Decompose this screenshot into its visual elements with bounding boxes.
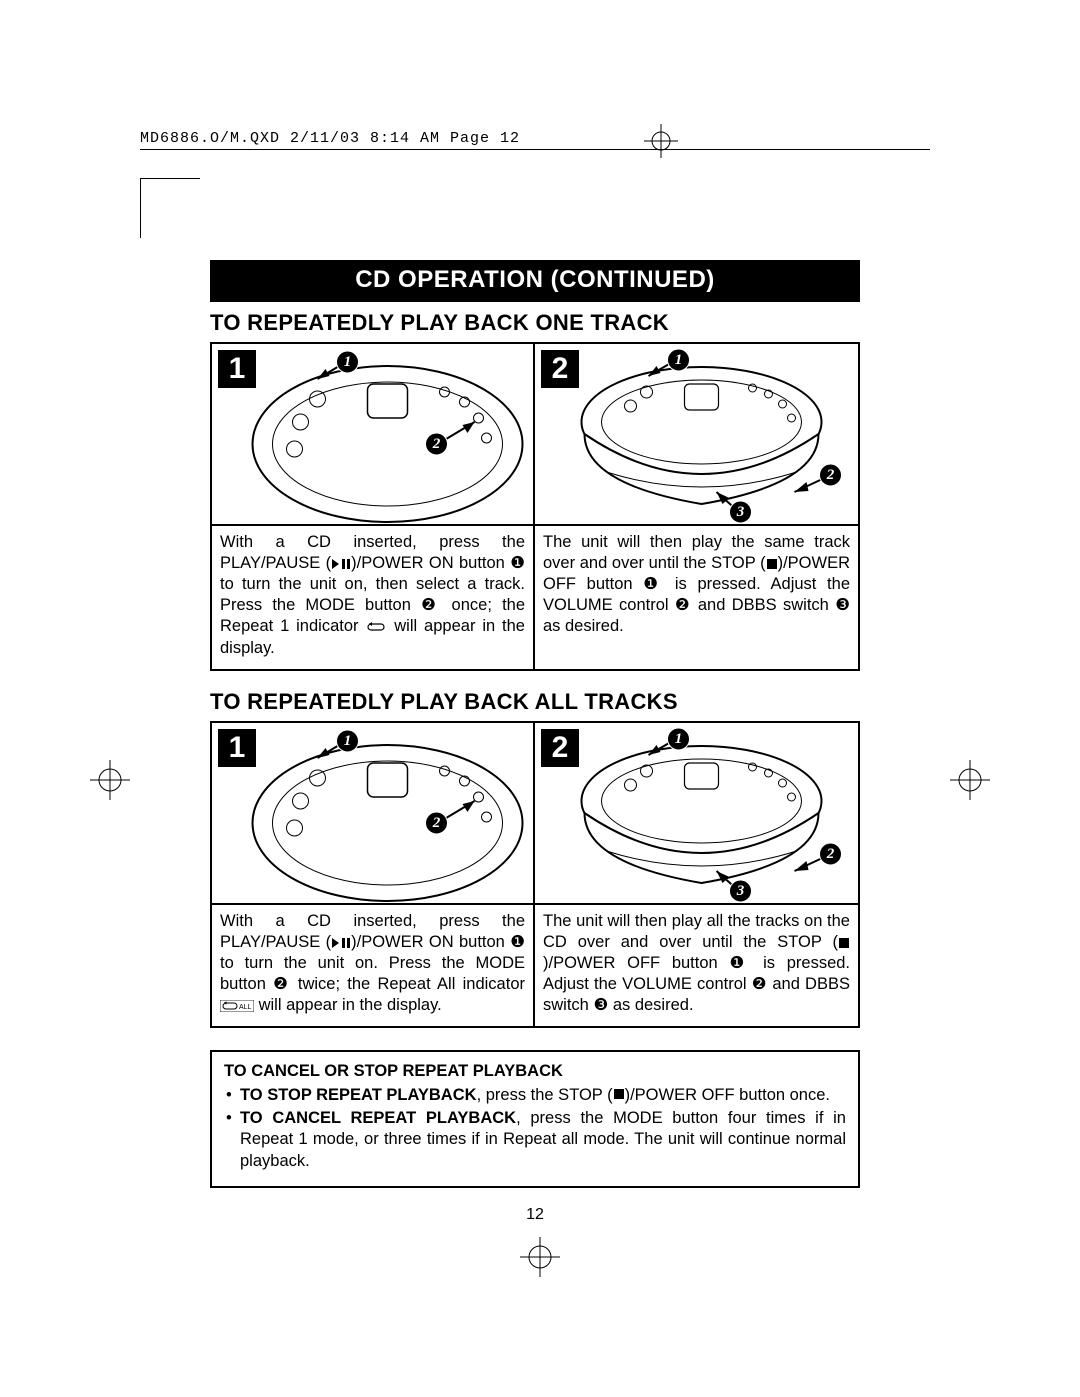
cancel-item-label: TO STOP REPEAT PLAYBACK [240, 1086, 477, 1104]
caption-text: The unit will then play all the tracks o… [543, 912, 850, 951]
callout-2: 2 [432, 815, 441, 831]
stop-icon [766, 558, 778, 570]
ref-bullet-2: ❷ [752, 975, 767, 993]
ref-bullet-3: ❸ [835, 596, 850, 614]
caption-text: and DBBS switch [691, 596, 835, 614]
page: MD6886.O/M.QXD 2/11/03 8:14 AM Page 12 C… [140, 130, 930, 1224]
step-number: 2 [541, 350, 579, 388]
ref-bullet-2: ❷ [675, 596, 692, 614]
caption-text: as desired. [608, 996, 693, 1014]
caption-text: as desired. [543, 617, 624, 635]
step-number: 1 [218, 350, 256, 388]
ref-bullet-1: ❶ [643, 575, 664, 593]
section1-illustrations: 1 [210, 342, 860, 526]
cancel-item-text: , press the STOP ( [477, 1086, 613, 1104]
ref-bullet-1: ❶ [510, 933, 525, 951]
stop-icon [838, 937, 850, 949]
section1-captions: With a CD inserted, press the PLAY/PAUSE… [210, 526, 860, 671]
step-number: 1 [218, 729, 256, 767]
caption-text: )/POWER ON button [351, 554, 510, 572]
callout-3: 3 [736, 883, 745, 899]
print-header: MD6886.O/M.QXD 2/11/03 8:14 AM Page 12 [140, 130, 930, 150]
section2-step2-image: 2 1 [535, 721, 860, 905]
step-number: 2 [541, 729, 579, 767]
section1-title: TO REPEATEDLY PLAY BACK ONE TRACK [210, 310, 860, 336]
section-banner: CD OPERATION (CONTINUED) [210, 260, 860, 302]
callout-1: 1 [675, 352, 683, 368]
cd-player-perspective-view-icon: 1 2 3 [535, 723, 858, 903]
registration-mark-right [950, 760, 990, 800]
cancel-item-label: TO CANCEL REPEAT PLAYBACK [240, 1109, 516, 1127]
callout-2: 2 [826, 467, 835, 483]
section2-caption2: The unit will then play all the tracks o… [535, 905, 860, 1029]
section1-step2-image: 2 [535, 342, 860, 526]
section2-step1-image: 1 1 [210, 721, 535, 905]
ref-bullet-1: ❶ [729, 954, 751, 972]
repeat-one-icon [365, 621, 387, 633]
registration-mark-bottom [520, 1237, 560, 1277]
registration-mark-top [644, 124, 678, 158]
caption-text: twice; the Repeat All indicator [291, 975, 525, 993]
callout-2: 2 [432, 436, 441, 452]
registration-mark-left [90, 760, 130, 800]
stop-icon [613, 1088, 625, 1100]
repeat-all-icon: ALL [220, 1000, 254, 1012]
section2-caption1: With a CD inserted, press the PLAY/PAUSE… [210, 905, 535, 1029]
section1-caption1: With a CD inserted, press the PLAY/PAUSE… [210, 526, 535, 671]
print-header-text: MD6886.O/M.QXD 2/11/03 8:14 AM Page 12 [140, 130, 520, 147]
caption-text: will appear in the display. [254, 996, 442, 1014]
section2-captions: With a CD inserted, press the PLAY/PAUSE… [210, 905, 860, 1029]
repeat-all-label: ALL [239, 1004, 252, 1011]
caption-text: )/POWER ON button [351, 933, 510, 951]
callout-1: 1 [344, 733, 352, 749]
page-number: 12 [210, 1206, 860, 1224]
cd-player-perspective-view-icon: 1 2 3 [535, 344, 858, 524]
callout-2: 2 [826, 846, 835, 862]
ref-bullet-1: ❶ [510, 554, 525, 572]
cancel-item-text: )/POWER OFF button once. [625, 1086, 830, 1104]
play-pause-icon [331, 937, 351, 949]
section2-title: TO REPEATEDLY PLAY BACK ALL TRACKS [210, 689, 860, 715]
callout-1: 1 [675, 731, 683, 747]
ref-bullet-3: ❸ [593, 996, 608, 1014]
caption-text: )/POWER OFF button [543, 954, 729, 972]
content: CD OPERATION (CONTINUED) TO REPEATEDLY P… [210, 260, 860, 1224]
section1-caption2: The unit will then play the same track o… [535, 526, 860, 671]
cancel-title: TO CANCEL OR STOP REPEAT PLAYBACK [224, 1062, 846, 1081]
cancel-item-cancel: TO CANCEL REPEAT PLAYBACK, press the MOD… [224, 1108, 846, 1171]
cd-player-top-view-icon: 1 2 [212, 344, 533, 524]
cd-player-top-view-icon: 1 2 [212, 723, 533, 903]
section1-step1-image: 1 [210, 342, 535, 526]
section2-illustrations: 1 1 [210, 721, 860, 905]
cancel-item-stop: TO STOP REPEAT PLAYBACK, press the STOP … [224, 1085, 846, 1106]
ref-bullet-2: ❷ [421, 596, 441, 614]
play-pause-icon [331, 558, 351, 570]
callout-1: 1 [344, 354, 352, 370]
ref-bullet-2: ❷ [273, 975, 290, 993]
cancel-box: TO CANCEL OR STOP REPEAT PLAYBACK TO STO… [210, 1050, 860, 1187]
callout-3: 3 [736, 504, 745, 520]
